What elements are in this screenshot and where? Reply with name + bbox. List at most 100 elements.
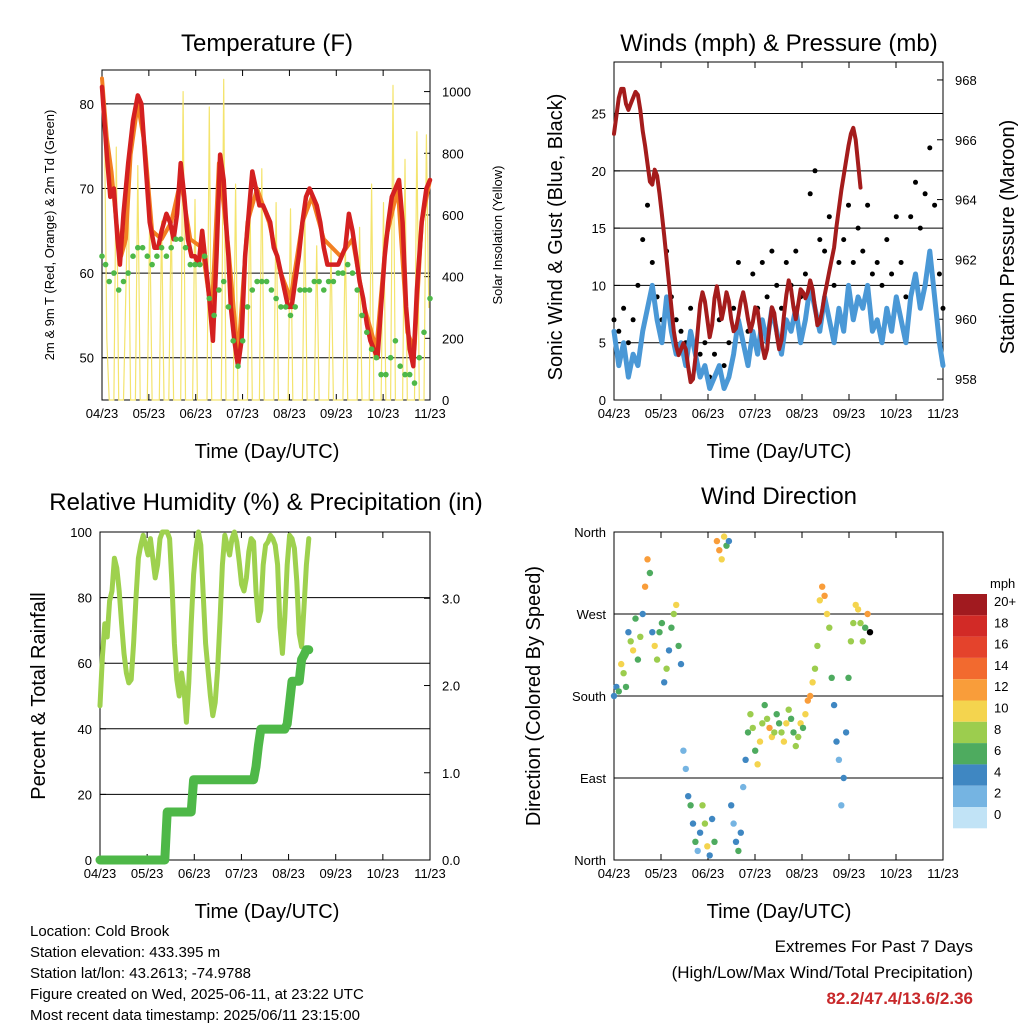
humidity-y2-tick-label: 2.0 [442,679,460,694]
td2m-point [263,278,270,285]
gust-point [759,260,765,265]
gust-point [726,340,732,346]
direction-point [730,820,737,827]
direction-y-tick-label: South [572,689,606,704]
td2m-point [235,363,241,370]
gust-point [764,294,770,300]
winds-y2-tick-label: 968 [955,73,977,88]
rh-series [97,529,312,725]
td2m-point [206,295,213,302]
direction-point [790,729,797,736]
td2m-point [354,287,361,293]
gust-point [673,317,679,323]
direction-point [689,820,697,827]
td2m-point [115,287,122,293]
temperature-x-tick-label: 11/23 [414,406,446,421]
direction-point [720,533,728,540]
direction-point [740,783,747,791]
direction-point [828,674,835,681]
gust-point [817,237,823,243]
gust-point [769,248,775,254]
direction-point [802,711,809,718]
td2m-point [287,312,294,319]
humidity-y2-tick-label: 3.0 [442,591,460,606]
td2m-point [297,287,303,293]
gust-point [927,145,933,151]
td2m-point [249,287,256,293]
direction-plot-area: 04/23 05/23 06/23 07/23 08/23 09/23 10/23 11/23… [572,525,959,881]
td2m-point [311,278,318,285]
temperature-y-tick-label: 60 [80,266,94,281]
winds-x-tick-label: 06/23 [692,406,725,421]
direction-point [704,843,711,850]
humidity-title: Relative Humidity (%) & Precipitation (i… [49,489,482,516]
gust-point [774,282,780,288]
direction-point [677,660,685,668]
gust-point [898,260,904,265]
direction-point [696,829,704,836]
direction-point [728,802,735,809]
td2m-point [321,287,327,293]
speed-legend-label: 16 [994,637,1008,652]
winds-x-tick-label: 05/23 [645,406,678,421]
temperature-y-label-left: 2m & 9m T (Red, Orange) & 2m Td (Green) [42,110,57,361]
humidity-x-tick-label: 06/23 [178,866,211,881]
direction-point [687,802,694,809]
humidity-y-tick-label: 80 [78,591,92,606]
direction-point [725,537,733,545]
td2m-point [340,270,346,276]
gust-point [826,214,832,220]
gust-point [630,317,636,323]
td2m-point [163,253,170,259]
station-location: Location: Cold Brook [30,923,170,940]
direction-point [799,724,807,732]
td2m-point [135,244,141,251]
td2m-point [201,253,208,259]
direction-point [840,774,847,782]
gust-point [893,214,899,220]
gust-point [932,202,938,208]
recent-timestamp: Most recent data timestamp: 2025/06/11 2… [30,1007,360,1024]
td2m-point [292,304,299,310]
winds-y-label-right: Station Pressure (Maroon) [997,120,1019,355]
direction-point [701,820,709,827]
direction-point [819,583,826,590]
temperature-y-label-right: Solar Insolation (Yellow) [490,166,505,305]
direction-point [807,692,814,700]
td2m-point [139,244,146,251]
gust-point [802,271,808,277]
gust-point [750,271,756,277]
temperature-y2-tick-label: 400 [442,270,464,285]
temperature-y2-tick-label: 1000 [442,85,471,100]
td2m-point [149,261,155,268]
td2m-point [120,278,127,285]
direction-point [775,720,783,727]
td2m-point [373,354,380,361]
gust-point [855,225,861,231]
direction-x-tick-label: 06/23 [692,866,725,881]
temperature-x-tick-label: 05/23 [133,406,166,421]
temperature-y-tick-label: 50 [80,351,94,366]
td2m-point [216,287,222,293]
speed-legend-label: 2 [994,786,1001,801]
direction-point [610,692,618,700]
gust-point [836,260,842,265]
temperature-y2-tick-label: 800 [442,146,464,161]
direction-point [742,756,749,763]
winds-x-tick-label: 07/23 [739,406,772,421]
station-info: Location: Cold Brook Station elevation: … [30,921,364,1026]
td2m-point [387,354,394,361]
direction-point [816,597,823,604]
gust-point [874,260,880,265]
direction-point [809,679,816,686]
gust-point [621,305,627,311]
gust-point [936,271,942,277]
humidity-x-tick-label: 07/23 [225,866,258,881]
winds-x-tick-label: 08/23 [786,406,819,421]
direction-point [783,720,790,727]
direction-point [644,556,651,563]
winds-x-tick-label: 10/23 [880,406,913,421]
temperature-x-tick-label: 10/23 [367,406,400,421]
winds-y-tick-label: 15 [592,221,606,236]
direction-point [682,765,689,773]
